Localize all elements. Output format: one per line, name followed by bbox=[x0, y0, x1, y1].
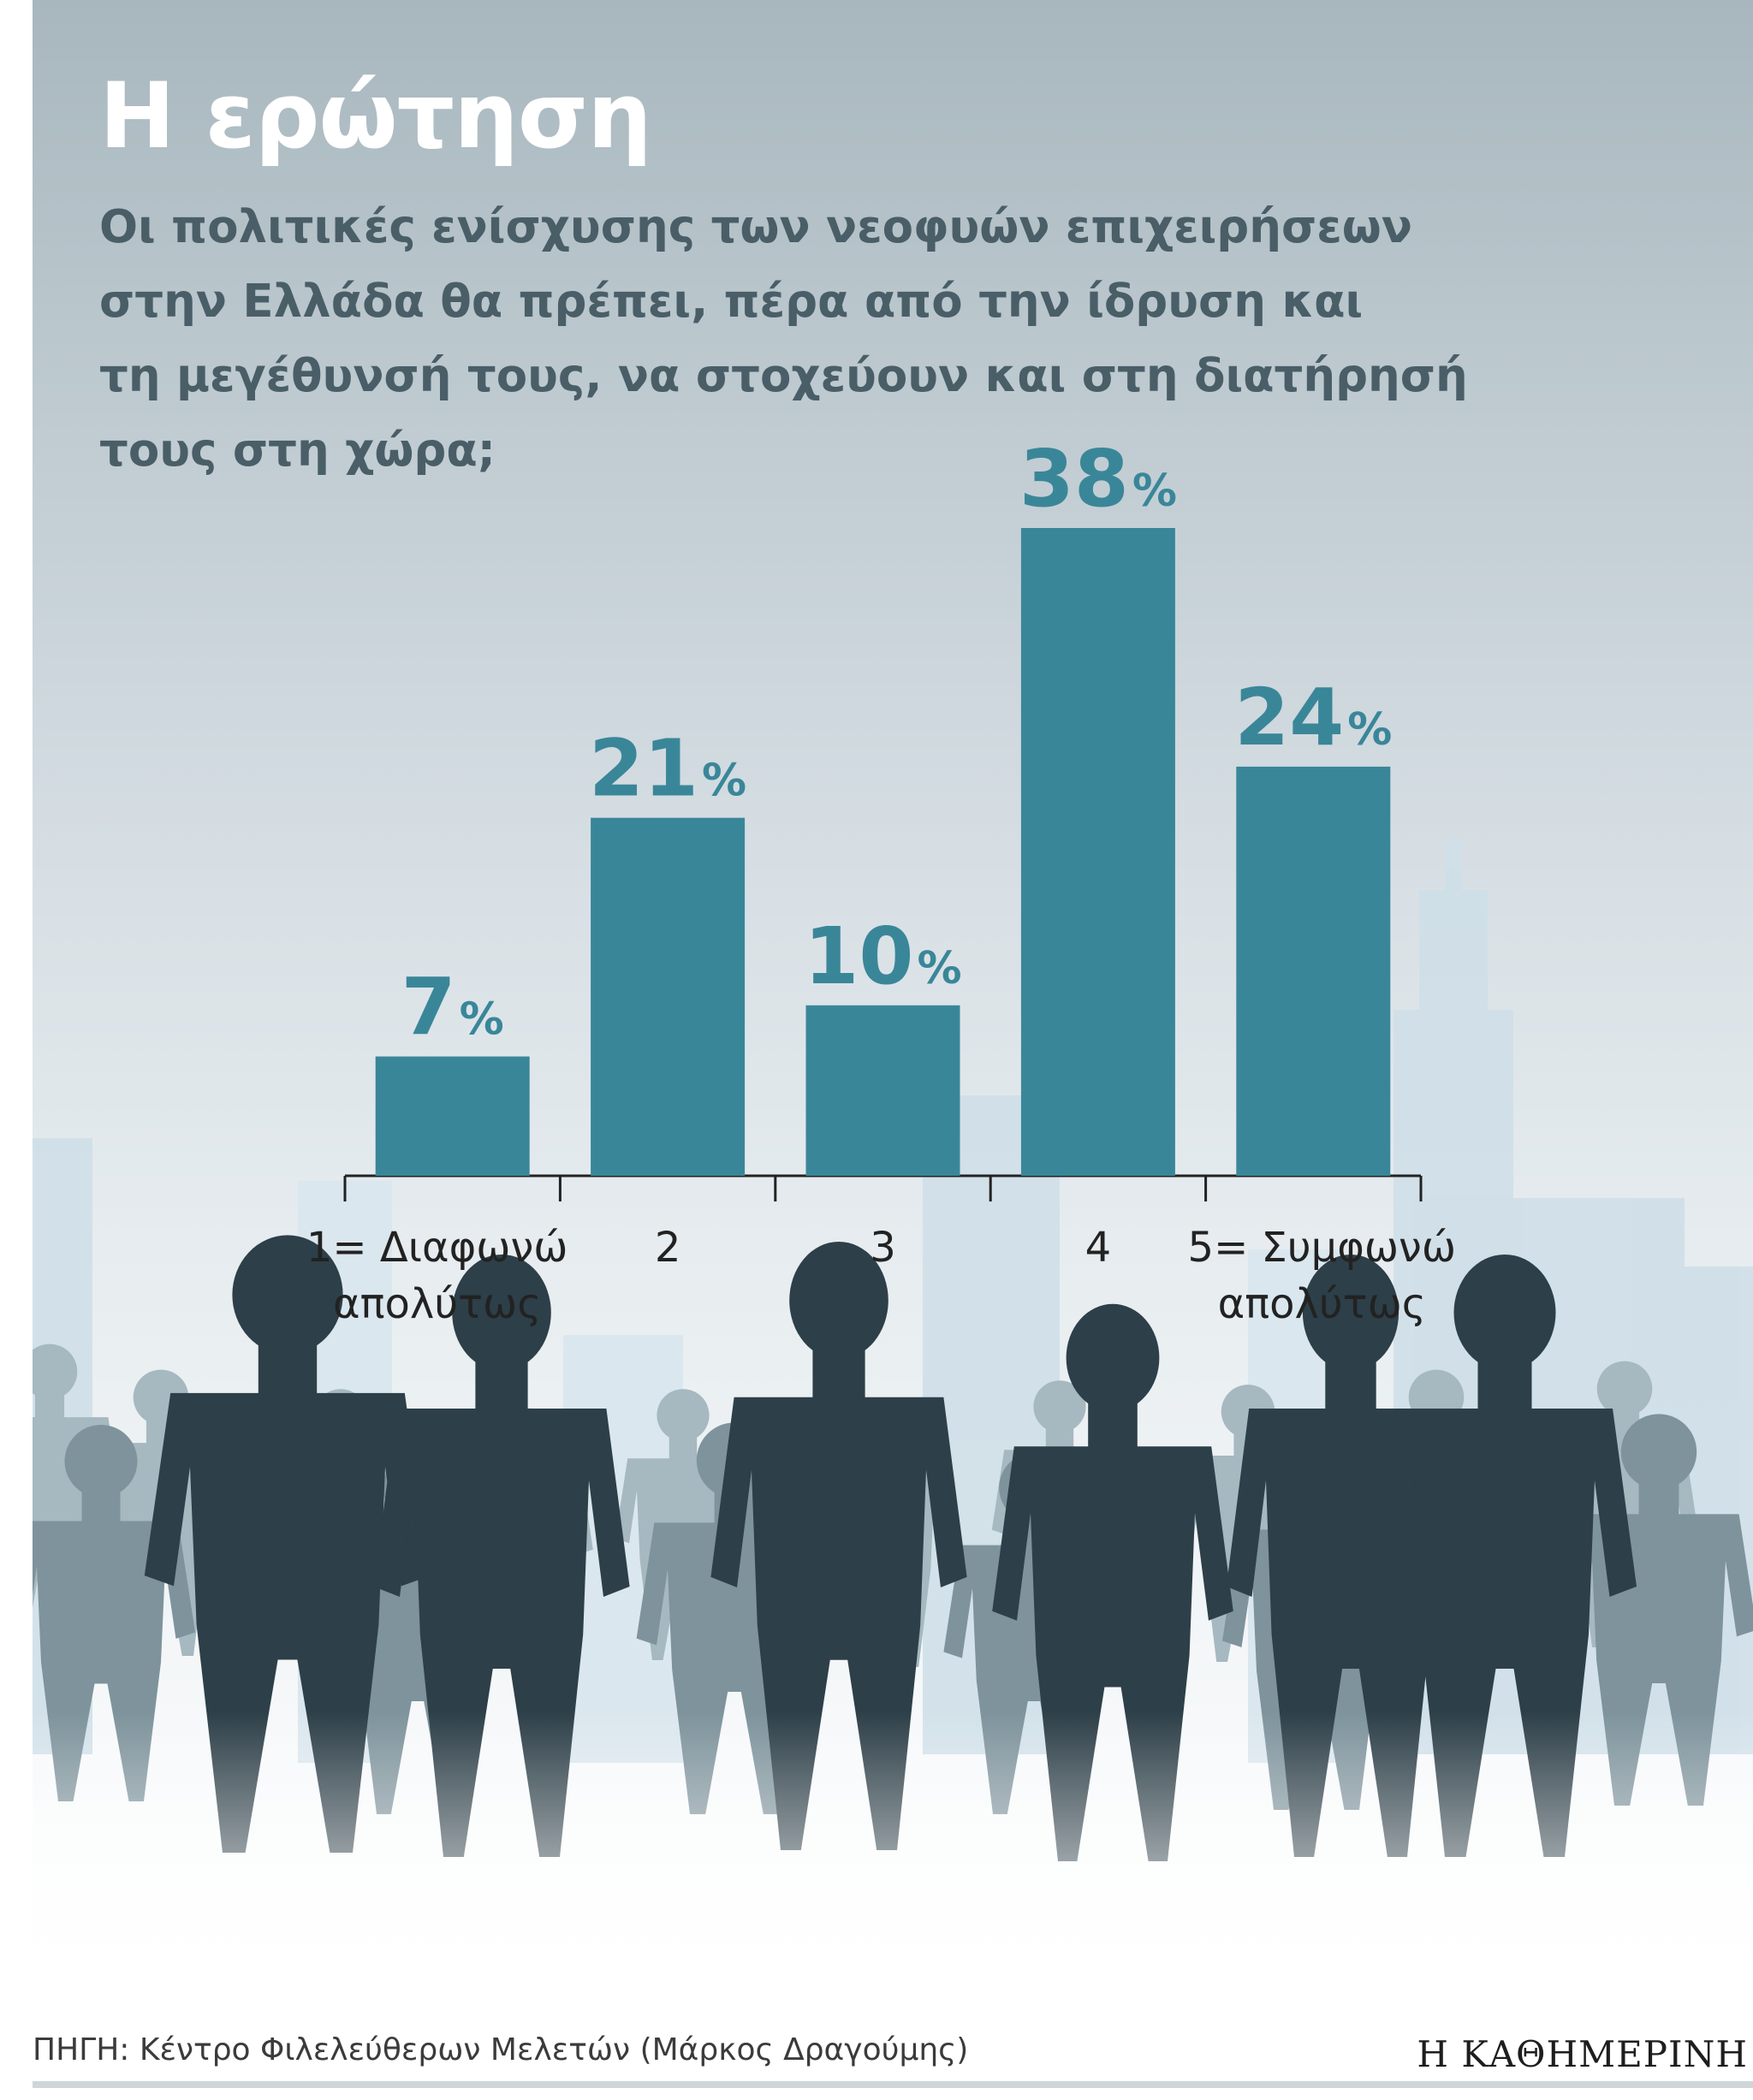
question-line: Οι πολιτικές ενίσχυσης των νεοφυών επιχε… bbox=[99, 201, 1412, 253]
x-tick-label: απολύτως bbox=[1218, 1280, 1426, 1328]
x-tick-label: 3 bbox=[870, 1224, 896, 1272]
bar bbox=[375, 1056, 530, 1176]
bar-value-label: 38% bbox=[1019, 433, 1177, 525]
bar-value-label: 24% bbox=[1234, 672, 1392, 763]
x-tick-label: 5= Συμφωνώ bbox=[1188, 1224, 1457, 1272]
x-tick-label: 2 bbox=[655, 1224, 681, 1272]
page-title: Η ερώτηση bbox=[99, 63, 652, 169]
publisher-logo: Η ΚΑΘΗΜΕΡΙΝΗ bbox=[1417, 2033, 1748, 2075]
bar bbox=[1236, 766, 1391, 1176]
bar-value-label: 10% bbox=[804, 911, 961, 1002]
question-line: στην Ελλάδα θα πρέπει, πέρα από την ίδρυ… bbox=[99, 276, 1364, 328]
question-line: τη μεγέθυνσή τους, να στοχεύουν και στη … bbox=[99, 350, 1468, 402]
survey-question: Οι πολιτικές ενίσχυσης των νεοφυών επιχε… bbox=[99, 190, 1726, 488]
crowd-skyline-illustration bbox=[33, 839, 1753, 2001]
infographic-panel: Η ερώτηση Οι πολιτικές ενίσχυσης των νεο… bbox=[33, 0, 1753, 2001]
question-line: τους στη χώρα; bbox=[99, 424, 496, 477]
bottom-rule bbox=[33, 2081, 1753, 2088]
bar-value-label: 7% bbox=[401, 962, 504, 1053]
bar-chart: 7% 1= Διαφωνώ απολύτως 21% 2 10% 3 38% 4 24% 5= Συ… bbox=[306, 433, 1457, 1328]
bar-value-label: 21% bbox=[589, 723, 746, 815]
x-tick-label: απολύτως bbox=[333, 1280, 541, 1328]
x-tick-label: 1= Διαφωνώ bbox=[306, 1224, 568, 1272]
x-tick-label: 4 bbox=[1085, 1224, 1112, 1272]
source-note: ΠΗΓΗ: Κέντρο Φιλελεύθερων Μελετών (Μάρκο… bbox=[33, 2032, 969, 2067]
bar bbox=[591, 817, 746, 1176]
bar bbox=[805, 1005, 960, 1176]
bar bbox=[1020, 528, 1175, 1176]
